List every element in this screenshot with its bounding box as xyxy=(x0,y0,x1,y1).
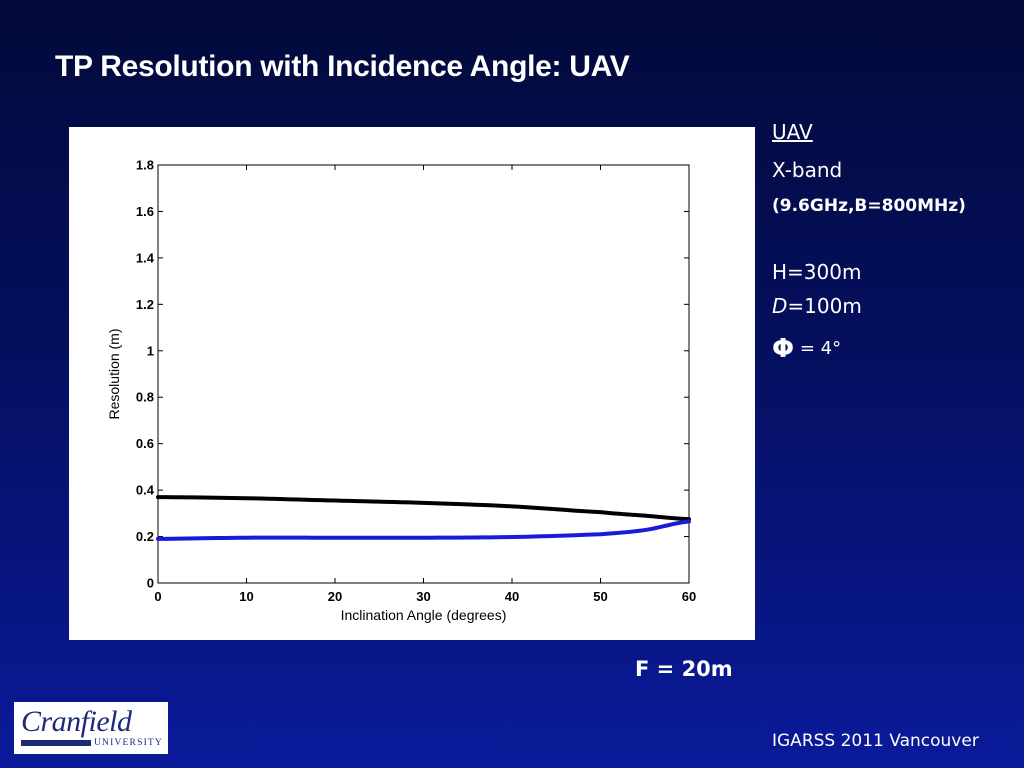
focal-label: F = 20m xyxy=(635,657,733,681)
phi-symbol: Φ xyxy=(772,334,795,364)
phi-value: = 4° xyxy=(794,338,842,359)
x-tick-label: 60 xyxy=(682,589,696,604)
y-tick-label: 0.2 xyxy=(136,529,154,544)
y-tick-label: 1.8 xyxy=(136,158,154,173)
y-tick-label: 0.6 xyxy=(136,436,154,451)
resolution-chart: 0 10 20 30 40 50 60 0 0.2 0.4 0.6 0.8 1 1.2 1.4 1.6 1.8 I… xyxy=(106,158,696,624)
plot-panel: 0 10 20 30 40 50 60 0 0.2 0.4 0.6 0.8 1 1.2 1.4 1.6 1.8 I… xyxy=(69,127,755,640)
series-line-black xyxy=(156,495,691,522)
x-tick-label: 0 xyxy=(154,589,161,604)
logo-name: Cranfield xyxy=(21,705,132,738)
y-tick-label: 1 xyxy=(147,343,154,358)
logo-subtitle: UNIVERSITY xyxy=(94,738,163,748)
height-label: H=300m xyxy=(772,260,862,284)
y-tick-label: 0.8 xyxy=(136,390,154,405)
y-tick-label: 0.4 xyxy=(136,483,155,498)
x-tick-label: 50 xyxy=(593,589,607,604)
x-tick-label: 30 xyxy=(416,589,430,604)
band-label: X-band xyxy=(772,158,843,182)
cranfield-logo: Cranfield UNIVERSITY xyxy=(14,702,168,754)
distance-label: D=100m xyxy=(772,294,862,318)
x-tick-label: 10 xyxy=(239,589,253,604)
y-tick-label: 0 xyxy=(147,576,154,591)
y-tick-label: 1.4 xyxy=(136,250,155,265)
y-tick-label: 1.2 xyxy=(136,297,154,312)
frequency-label: (9.6GHz,B=800MHz) xyxy=(772,196,966,216)
y-tick-label: 1.6 xyxy=(136,204,154,219)
distance-value: =100m xyxy=(787,294,862,318)
x-tick-label: 40 xyxy=(505,589,519,604)
x-axis-label: Inclination Angle (degrees) xyxy=(341,607,507,623)
y-axis-label: Resolution (m) xyxy=(106,328,122,419)
x-tick-label: 20 xyxy=(328,589,342,604)
plot-frame xyxy=(157,164,690,584)
angle-label: Φ = 4° xyxy=(772,334,841,364)
footer-text: IGARSS 2011 Vancouver xyxy=(772,731,979,751)
series-line-blue xyxy=(156,519,691,541)
distance-symbol: D xyxy=(772,294,788,318)
slide-title: TP Resolution with Incidence Angle: UAV xyxy=(55,50,630,83)
platform-label: UAV xyxy=(772,120,813,144)
logo-bar xyxy=(21,740,91,746)
